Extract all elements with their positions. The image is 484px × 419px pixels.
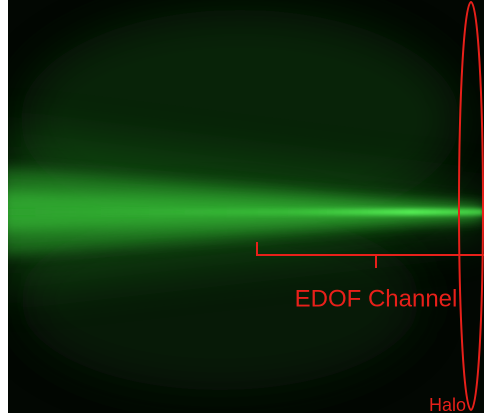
channel-label: EDOF Channel [295, 285, 458, 312]
figure: EDOF Channel Halo [0, 0, 484, 419]
halo-label: Halo [429, 395, 466, 415]
